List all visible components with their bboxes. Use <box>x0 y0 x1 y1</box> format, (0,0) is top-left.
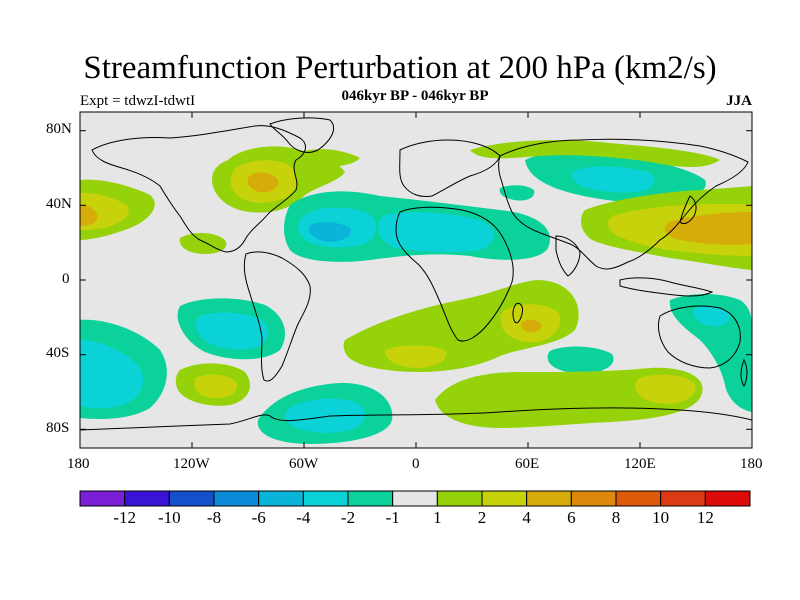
coastline-japan <box>679 195 697 225</box>
anomaly-pacific-east-pos4 <box>664 212 752 245</box>
lon-label-120e: 120E <box>624 456 656 472</box>
coastline-indonesia <box>619 277 714 297</box>
colorbar-label: -1 <box>385 508 400 527</box>
colorbar-label: 2 <box>477 508 487 527</box>
anomaly-indian-neg1 <box>547 346 614 374</box>
anomaly-atl-neg4 <box>309 222 351 242</box>
anomaly-europe-neg1 <box>499 185 535 201</box>
colorbar-swatch <box>481 490 528 507</box>
anomaly-australia-neg2 <box>693 306 731 327</box>
colorbar-label: -12 <box>113 508 136 527</box>
coastline-india <box>555 235 581 277</box>
anomaly-asia-ridge-pos1 <box>470 140 720 167</box>
colorbar-label: 4 <box>522 508 531 527</box>
colorbar-label: 6 <box>567 508 576 527</box>
colorbar-label: 1 <box>433 508 442 527</box>
colorbar-label: -10 <box>157 508 181 527</box>
anomaly-arctic-pos1 <box>299 149 360 167</box>
colorbar-swatch <box>124 490 170 507</box>
lat-label-80s: 80S <box>46 420 70 436</box>
colorbar-label: -8 <box>206 508 222 527</box>
lon-label-60e: 60E <box>515 456 540 472</box>
coastline-south-america <box>243 251 311 382</box>
coastline-north-america <box>91 125 306 253</box>
colorbar <box>79 490 751 507</box>
lon-label-180-right: 180 <box>740 456 763 472</box>
experiment-label: Expt = tdwzI-tdwtI <box>80 93 196 109</box>
colorbar-swatch <box>436 490 483 507</box>
anomaly-pacific-west-pos4 <box>80 204 98 226</box>
anomaly-africa-neg2 <box>377 212 495 253</box>
plot-subtitle: 046kyr BP - 046kyr BP <box>341 88 489 104</box>
colorbar-label: 12 <box>696 508 714 527</box>
anomaly-pacific-south-neg2 <box>80 340 144 409</box>
colorbar-swatch <box>570 490 617 507</box>
lon-label-180-left: 180 <box>67 456 90 472</box>
coastline-africa <box>395 206 514 342</box>
anomaly-australia-neg1 <box>669 294 752 412</box>
anomaly-atl-south-pos2 <box>385 345 447 368</box>
lat-label-80n: 80N <box>46 121 72 137</box>
coastline-new-zealand <box>740 358 748 387</box>
anomaly-asia-neg2 <box>571 166 655 193</box>
map-field <box>80 112 752 448</box>
season-label: JJA <box>726 93 752 109</box>
colorbar-label: -2 <box>340 508 356 527</box>
anomaly-na-pos4 <box>247 172 279 193</box>
colorbar-swatch <box>347 490 394 507</box>
colorbar-swatch <box>302 490 349 507</box>
anomaly-southern-ocean-pos2 <box>635 374 696 404</box>
coastlines <box>80 117 752 431</box>
anomaly-tropical-pos1 <box>179 232 227 254</box>
lat-label-40n: 40N <box>46 196 72 212</box>
coastline-antarctica <box>80 407 752 431</box>
coastline-australia <box>657 305 741 369</box>
axis-ticks <box>79 112 753 448</box>
lat-label-40s: 40S <box>46 345 70 361</box>
lon-label-0: 0 <box>412 456 420 472</box>
plot-title: Streamfunction Perturbation at 200 hPa (… <box>83 50 717 86</box>
lat-label-0: 0 <box>62 271 70 287</box>
lon-label-60w: 60W <box>289 456 319 472</box>
anomaly-antarctic-neg2 <box>285 398 366 433</box>
lon-label-120w: 120W <box>173 456 210 472</box>
colorbar-swatch <box>526 490 572 507</box>
coastline-asia <box>498 138 749 270</box>
colorbar-label: 8 <box>611 508 621 527</box>
anomaly-indian-pos4 <box>520 319 542 333</box>
colorbar-swatch <box>704 490 751 507</box>
colorbar-swatch <box>660 490 706 507</box>
anomaly-sa-pos2 <box>194 374 238 398</box>
colorbar-label: -4 <box>296 508 311 527</box>
anomaly-sa-neg2 <box>195 312 269 350</box>
colorbar-label: -6 <box>251 508 266 527</box>
colorbar-swatch <box>213 490 260 507</box>
coastline-europe <box>399 139 501 197</box>
coastline-greenland <box>269 117 334 153</box>
colorbar-swatch <box>79 490 126 507</box>
colorbar-swatch <box>258 490 304 507</box>
colorbar-swatch <box>615 490 662 507</box>
colorbar-swatch <box>168 490 215 507</box>
colorbar-label: 10 <box>652 508 670 527</box>
colorbar-swatch <box>392 490 438 507</box>
coastline-madagascar <box>512 303 523 324</box>
